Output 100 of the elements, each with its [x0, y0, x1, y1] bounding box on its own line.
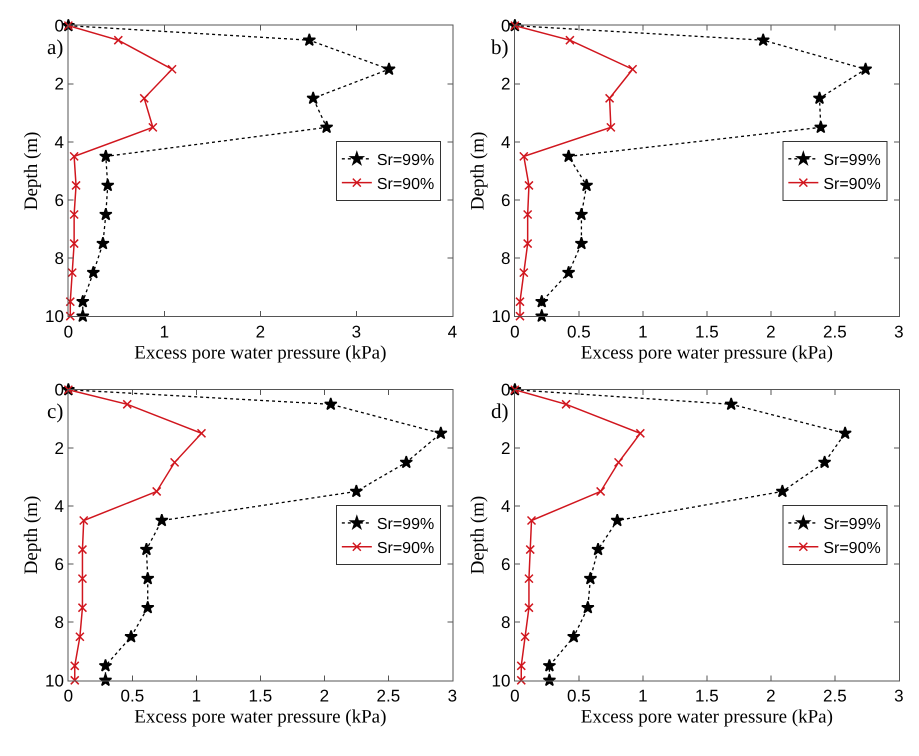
- y-tick-label: 2: [54, 74, 64, 94]
- y-tick-label: 6: [500, 555, 510, 574]
- point: [584, 572, 598, 584]
- point: [524, 602, 534, 612]
- y-axis-title: Depth (m): [20, 132, 42, 210]
- y-tick-label: 6: [54, 555, 64, 574]
- point: [69, 238, 79, 248]
- x-tick-label: 0.5: [567, 322, 591, 342]
- point: [96, 236, 110, 250]
- point: [562, 149, 576, 162]
- y-tick-label: 6: [500, 190, 510, 210]
- point: [382, 62, 396, 76]
- point: [71, 180, 81, 190]
- point: [524, 574, 534, 584]
- point: [152, 486, 162, 496]
- point: [148, 122, 158, 132]
- y-tick-label: 8: [500, 249, 510, 268]
- point: [596, 486, 606, 496]
- x-tick-label: 1.5: [695, 686, 719, 706]
- point: [78, 602, 88, 612]
- y-tick-label: 2: [500, 74, 510, 94]
- point: [510, 385, 520, 395]
- point: [78, 574, 88, 584]
- x-tick-label: 2: [320, 686, 330, 706]
- point: [776, 484, 790, 498]
- point: [66, 311, 76, 321]
- y-tick-label: 8: [54, 613, 64, 632]
- y-axis-title: Depth (m): [467, 496, 488, 574]
- point: [140, 542, 154, 556]
- point: [858, 62, 872, 76]
- legend-label: Sr=90%: [823, 540, 881, 557]
- point: [606, 122, 616, 132]
- point: [139, 94, 149, 104]
- point: [724, 397, 738, 410]
- y-tick-label: 0: [500, 380, 510, 400]
- point: [306, 91, 320, 104]
- point: [516, 676, 526, 686]
- legend-label: Sr=99%: [823, 516, 881, 534]
- y-tick-label: 4: [500, 496, 510, 516]
- point: [98, 673, 112, 686]
- point: [814, 120, 828, 134]
- point: [196, 428, 206, 438]
- point: [591, 542, 605, 556]
- point: [515, 311, 525, 321]
- legend-label: Sr=90%: [376, 540, 434, 557]
- point: [520, 632, 530, 642]
- point: [818, 455, 832, 468]
- point: [628, 64, 638, 74]
- legend-label: Sr=90%: [376, 176, 434, 193]
- point: [99, 207, 113, 220]
- point: [434, 426, 448, 440]
- point: [522, 238, 532, 248]
- point: [535, 294, 548, 308]
- x-axis-title: Excess pore water pressure (kPa): [134, 342, 386, 364]
- point: [324, 397, 338, 410]
- legend-label: Sr=99%: [823, 152, 881, 170]
- point: [636, 428, 646, 438]
- x-tick-label: 3: [352, 322, 362, 342]
- x-tick-label: 0.5: [120, 686, 144, 706]
- x-tick-label: 2.5: [823, 686, 847, 706]
- point: [70, 676, 80, 686]
- y-tick-label: 4: [54, 496, 64, 516]
- x-tick-label: 3: [894, 322, 904, 342]
- point: [565, 35, 575, 45]
- point: [525, 544, 535, 554]
- point: [140, 600, 154, 614]
- point: [302, 33, 316, 46]
- y-tick-label: 0: [500, 16, 510, 36]
- y-tick-label: 0: [54, 380, 64, 400]
- legend-label: Sr=99%: [376, 516, 434, 534]
- point: [519, 268, 529, 278]
- point: [69, 152, 79, 162]
- legend-label: Sr=90%: [823, 176, 881, 193]
- point: [610, 513, 624, 526]
- y-tick-label: 10: [492, 671, 510, 690]
- text: a): [47, 35, 64, 59]
- x-tick-label: 1.5: [695, 322, 719, 342]
- point: [574, 236, 588, 250]
- y-axis-title: Depth (m): [467, 132, 488, 210]
- point: [69, 210, 79, 220]
- text: c): [47, 399, 64, 423]
- point: [542, 673, 556, 686]
- point: [516, 661, 526, 671]
- point: [561, 400, 571, 410]
- x-tick-label: 2.5: [376, 686, 400, 706]
- x-tick-label: 2.5: [823, 322, 847, 342]
- y-tick-label: 0: [54, 16, 64, 36]
- y-tick-label: 10: [492, 307, 510, 326]
- point: [519, 152, 529, 162]
- point: [75, 632, 85, 642]
- y-tick-label: 6: [54, 190, 64, 210]
- point: [98, 658, 112, 672]
- x-axis-title: Excess pore water pressure (kPa): [580, 342, 833, 364]
- point: [581, 600, 595, 614]
- point: [78, 544, 88, 554]
- point: [320, 120, 334, 134]
- point: [155, 513, 169, 526]
- point: [614, 458, 624, 468]
- y-tick-label: 2: [500, 438, 510, 458]
- x-tick-label: 1: [638, 322, 648, 342]
